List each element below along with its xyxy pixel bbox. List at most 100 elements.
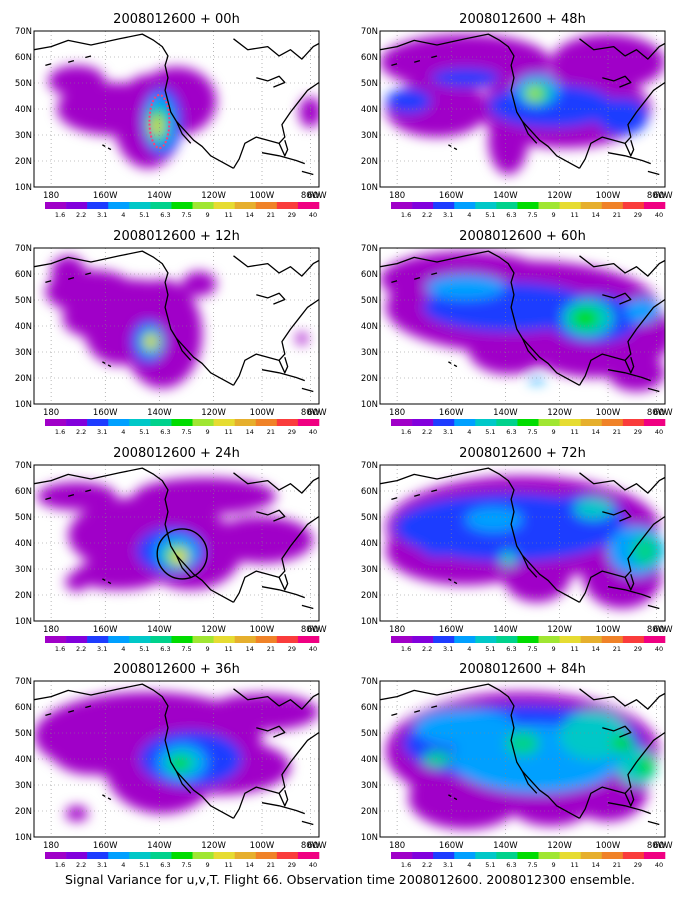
colorbar-swatch bbox=[538, 202, 560, 209]
map-frame bbox=[379, 30, 666, 188]
panel-title: 2008012600 + 60h bbox=[459, 229, 586, 244]
lon-label: 60W bbox=[653, 625, 673, 635]
lat-label: 40N bbox=[15, 539, 32, 549]
lon-label: 140W bbox=[493, 408, 518, 418]
colorbar-label: 7.5 bbox=[527, 428, 537, 436]
colorbar-label: 3.1 bbox=[443, 645, 453, 653]
colorbar-swatch bbox=[255, 636, 278, 643]
map-frame bbox=[379, 464, 666, 622]
colorbar-label: 5.1 bbox=[485, 645, 495, 653]
colorbar-swatch bbox=[412, 419, 434, 426]
lat-label: 60N bbox=[15, 53, 32, 63]
colorbar: 1.6 2.2 3.1 4 5.1 6.3 7.5 9 11 14 21 29 40 bbox=[45, 852, 320, 869]
variance-contour bbox=[625, 297, 660, 323]
colorbar: 1.6 2.2 3.1 4 5.1 6.3 7.5 9 11 14 21 29 40 bbox=[391, 419, 666, 436]
map-panel: 2008012600 + 72h 70N 60N 50N 40N 30N 20N 10N 180… bbox=[361, 446, 673, 653]
lat-label: 30N bbox=[361, 131, 378, 141]
lon-label: 180 bbox=[389, 841, 405, 851]
lon-label: 100W bbox=[596, 191, 621, 201]
colorbar-label: 1.6 bbox=[401, 428, 411, 436]
colorbar-label: 14 bbox=[592, 861, 600, 869]
colorbar-swatch bbox=[150, 636, 172, 643]
variance-contour bbox=[425, 274, 506, 300]
colorbar-swatch bbox=[622, 636, 645, 643]
variance-field bbox=[48, 65, 319, 169]
lon-label: 180 bbox=[389, 408, 405, 418]
variance-field bbox=[380, 251, 665, 392]
colorbar-label: 1.6 bbox=[55, 211, 65, 219]
colorbar-label: 14 bbox=[246, 211, 254, 219]
variance-contour bbox=[414, 709, 517, 747]
lat-label: 20N bbox=[361, 157, 378, 167]
lat-label: 50N bbox=[15, 79, 32, 89]
colorbar-swatch bbox=[66, 852, 88, 859]
lat-label: 60N bbox=[361, 487, 378, 497]
colorbar-label: 29 bbox=[634, 645, 642, 653]
colorbar-label: 7.5 bbox=[527, 211, 537, 219]
colorbar-label: 2.2 bbox=[76, 645, 86, 653]
lat-label: 70N bbox=[361, 27, 378, 37]
colorbar: 1.6 2.2 3.1 4 5.1 6.3 7.5 9 11 14 21 29 40 bbox=[45, 636, 320, 653]
lon-label: 100W bbox=[250, 191, 275, 201]
colorbar: 1.6 2.2 3.1 4 5.1 6.3 7.5 9 11 14 21 29 40 bbox=[391, 202, 666, 219]
map-frame bbox=[379, 247, 666, 405]
colorbar-label: 2.2 bbox=[76, 861, 86, 869]
variance-contour bbox=[73, 558, 166, 590]
map-frame bbox=[379, 680, 666, 838]
lon-label: 60W bbox=[307, 625, 327, 635]
lat-label: 10N bbox=[15, 400, 32, 410]
colorbar-swatch bbox=[454, 419, 476, 426]
colorbar: 1.6 2.2 3.1 4 5.1 6.3 7.5 9 11 14 21 29 40 bbox=[391, 636, 666, 653]
colorbar-swatch bbox=[171, 419, 193, 426]
variance-field bbox=[385, 691, 660, 830]
lon-label: 180 bbox=[43, 408, 59, 418]
colorbar-label: 11 bbox=[225, 861, 233, 869]
colorbar-swatch bbox=[454, 852, 476, 859]
colorbar-swatch bbox=[559, 852, 581, 859]
panel-title: 2008012600 + 36h bbox=[113, 662, 240, 677]
colorbar-swatch bbox=[45, 419, 67, 426]
lat-label: 70N bbox=[15, 244, 32, 254]
colorbar-swatch bbox=[108, 202, 130, 209]
variance-contour bbox=[596, 98, 648, 136]
colorbar-swatch bbox=[192, 202, 214, 209]
colorbar-swatch bbox=[129, 202, 151, 209]
colorbar-label: 2.2 bbox=[76, 428, 86, 436]
colorbar-swatch bbox=[643, 202, 666, 209]
colorbar-swatch bbox=[234, 419, 257, 426]
target-circle bbox=[156, 528, 208, 580]
lat-label: 50N bbox=[361, 296, 378, 306]
colorbar-swatch bbox=[129, 419, 151, 426]
colorbar-label: 3.1 bbox=[97, 861, 107, 869]
coastlines bbox=[34, 683, 319, 826]
variance-contour bbox=[526, 85, 542, 102]
lat-label: 20N bbox=[361, 807, 378, 817]
lat-label: 40N bbox=[361, 105, 378, 115]
colorbar-label: 9 bbox=[552, 428, 556, 436]
colorbar-label: 7.5 bbox=[181, 428, 191, 436]
colorbar-label: 3.1 bbox=[97, 211, 107, 219]
colorbar-label: 3.1 bbox=[97, 428, 107, 436]
lon-label: 140W bbox=[493, 841, 518, 851]
lon-label: 100W bbox=[250, 408, 275, 418]
colorbar-label: 6.3 bbox=[506, 428, 516, 436]
colorbar-swatch bbox=[129, 852, 151, 859]
lat-label: 40N bbox=[15, 322, 32, 332]
colorbar-label: 40 bbox=[309, 645, 317, 653]
colorbar-label: 14 bbox=[246, 645, 254, 653]
colorbar-swatch bbox=[45, 636, 67, 643]
colorbar-swatch bbox=[412, 636, 434, 643]
variance-contour bbox=[610, 735, 634, 752]
colorbar-swatch bbox=[150, 202, 172, 209]
colorbar-label: 21 bbox=[613, 861, 621, 869]
colorbar-label: 9 bbox=[206, 211, 210, 219]
lon-label: 120W bbox=[547, 625, 572, 635]
figure-caption: Signal Variance for u,v,T. Flight 66. Ob… bbox=[65, 872, 635, 887]
colorbar-swatch bbox=[108, 852, 130, 859]
lat-label: 10N bbox=[361, 183, 378, 193]
colorbar-swatch bbox=[276, 202, 299, 209]
colorbar-label: 29 bbox=[288, 211, 296, 219]
variance-contour bbox=[51, 727, 131, 775]
lat-label: 30N bbox=[15, 781, 32, 791]
map-panel: 2008012600 + 36h 70N 60N 50N 40N 30N 20N 10N 180… bbox=[15, 662, 327, 869]
